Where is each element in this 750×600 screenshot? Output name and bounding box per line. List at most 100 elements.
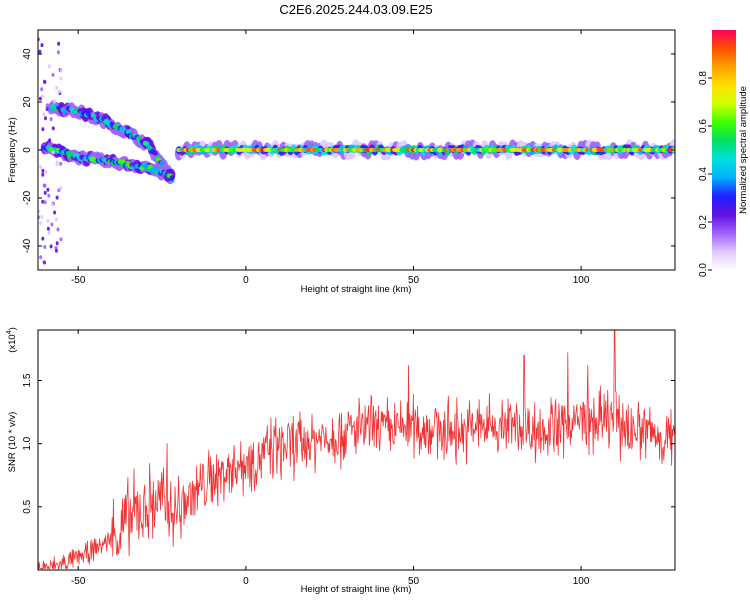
heatmap-cell <box>41 127 45 132</box>
heatmap-cell <box>48 138 52 143</box>
heatmap-cell <box>43 79 46 84</box>
chart-title: C2E6.2025.244.03.09.E25 <box>279 2 432 17</box>
spectrogram-x-tick-label: 0 <box>243 275 249 286</box>
heatmap-cell <box>49 244 53 249</box>
heatmap-cell <box>47 64 51 69</box>
heatmap-cell <box>38 209 41 214</box>
colorbar-ticks: 0.0 0.2 0.4 0.6 0.8 <box>698 71 712 277</box>
heatmap-cell <box>45 107 49 111</box>
spectrogram-y-tick-label: -20 <box>22 190 33 205</box>
snr-panel: -50 0 50 100 0.5 1.0 1.5 Height of straight li… <box>6 327 676 595</box>
heatmap-cell <box>42 112 46 117</box>
snr-y-tick-label: 0.5 <box>22 499 33 513</box>
heatmap-cell <box>55 241 59 246</box>
colorbar-label: Normalized spectral amplitude <box>738 86 749 214</box>
spectrogram-x-tick-label: 50 <box>408 275 420 286</box>
snr-multiplier: (x104) <box>6 327 18 353</box>
spectrogram-y-tick-label: 40 <box>22 48 33 60</box>
snr-frame <box>37 329 676 571</box>
heatmap-cell <box>38 49 42 54</box>
heatmap-cell <box>56 105 60 110</box>
heatmap-cell <box>52 99 56 104</box>
heatmap-cell <box>56 50 60 55</box>
heatmap-cell <box>43 190 47 195</box>
heatmap-cell <box>41 168 45 173</box>
heatmap-cell <box>39 165 43 170</box>
heatmap-cell <box>54 248 58 253</box>
snr-x-tick-label: 100 <box>573 576 590 587</box>
spectrogram-x-label: Height of straight line (km) <box>301 284 412 295</box>
heatmap-cell <box>47 230 51 235</box>
snr-ticks: -50 0 50 100 0.5 1.0 1.5 <box>22 330 675 587</box>
spectrogram-y-tick-label: 0 <box>22 147 33 153</box>
spectrogram-heatmap <box>38 37 675 265</box>
heatmap-cell <box>57 41 61 46</box>
colorbar-tick-label: 0.2 <box>698 215 709 229</box>
heatmap-cell <box>46 226 50 231</box>
heatmap-cell <box>57 89 61 94</box>
heatmap-cell <box>39 221 43 226</box>
snr-background <box>38 330 675 570</box>
heatmap-cell <box>55 195 59 200</box>
heatmap-cell <box>169 175 175 181</box>
snr-x-tick-label: 0 <box>243 576 249 587</box>
heatmap-cell <box>59 76 63 81</box>
heatmap-cell <box>43 244 47 249</box>
heatmap-cell <box>43 200 47 205</box>
heatmap-cell <box>54 217 58 222</box>
heatmap-cell <box>59 161 63 166</box>
heatmap-cell <box>43 260 46 265</box>
snr-series-line <box>38 330 675 570</box>
spectrogram-y-tick-label: 20 <box>22 96 33 108</box>
colorbar-gradient <box>712 30 736 270</box>
heatmap-cell <box>44 170 48 174</box>
spectrogram-y-tick-label: -40 <box>22 238 33 253</box>
snr-y-tick-label: 1.0 <box>22 436 33 450</box>
heatmap-cell <box>45 103 49 108</box>
heatmap-cell <box>40 94 44 99</box>
heatmap-cell <box>59 68 63 73</box>
colorbar: 0.0 0.2 0.4 0.6 0.8 Normalized spectral ampl… <box>698 30 749 277</box>
heatmap-cell <box>56 227 60 232</box>
snr-x-label: Height of straight line (km) <box>301 584 412 595</box>
heatmap-cell <box>41 199 45 204</box>
heatmap-cell <box>59 237 63 242</box>
snr-y-label: SNR (10 * v/v) <box>7 412 18 473</box>
heatmap-cell <box>59 186 63 190</box>
heatmap-cell <box>40 214 44 219</box>
heatmap-cell <box>47 193 51 198</box>
snr-x-tick-label: -50 <box>71 576 86 587</box>
heatmap-cell <box>49 117 53 122</box>
heatmap-cell <box>41 236 45 241</box>
heatmap-cell <box>51 150 55 155</box>
heatmap-cell <box>57 188 61 193</box>
colorbar-tick-label: 0.8 <box>698 71 709 85</box>
heatmap-cell <box>55 162 59 167</box>
spectrogram-ticks: -50 0 50 100 -40 -20 0 20 40 <box>22 30 675 286</box>
heatmap-cell <box>39 255 43 260</box>
spectrogram-y-label: Frequency (Hz) <box>7 117 18 182</box>
spectrogram-panel: -50 0 50 100 -40 -20 0 20 40 Height of straight … <box>7 29 676 295</box>
heatmap-cell <box>55 86 59 90</box>
heatmap-cell <box>40 43 44 48</box>
heatmap-cell <box>40 87 44 92</box>
colorbar-tick-label: 0.0 <box>698 263 709 277</box>
spectrogram-x-tick-label: -50 <box>71 275 86 286</box>
colorbar-tick-label: 0.6 <box>698 119 709 133</box>
heatmap-cell <box>159 160 165 166</box>
heatmap-cell <box>44 116 47 121</box>
spectrogram-x-tick-label: 100 <box>573 275 590 286</box>
heatmap-cell <box>152 150 158 156</box>
heatmap-cell <box>51 202 55 207</box>
heatmap-cell <box>50 222 54 227</box>
snr-x-tick-label: 50 <box>408 576 420 587</box>
heatmap-cell <box>59 103 63 108</box>
heatmap-cell <box>46 187 50 192</box>
heatmap-cell <box>51 72 55 77</box>
heatmap-cell <box>53 210 57 215</box>
heatmap-cell <box>42 183 46 188</box>
snr-y-tick-label: 1.5 <box>22 373 33 387</box>
heatmap-cell <box>41 172 45 177</box>
heatmap-cell <box>51 126 55 131</box>
